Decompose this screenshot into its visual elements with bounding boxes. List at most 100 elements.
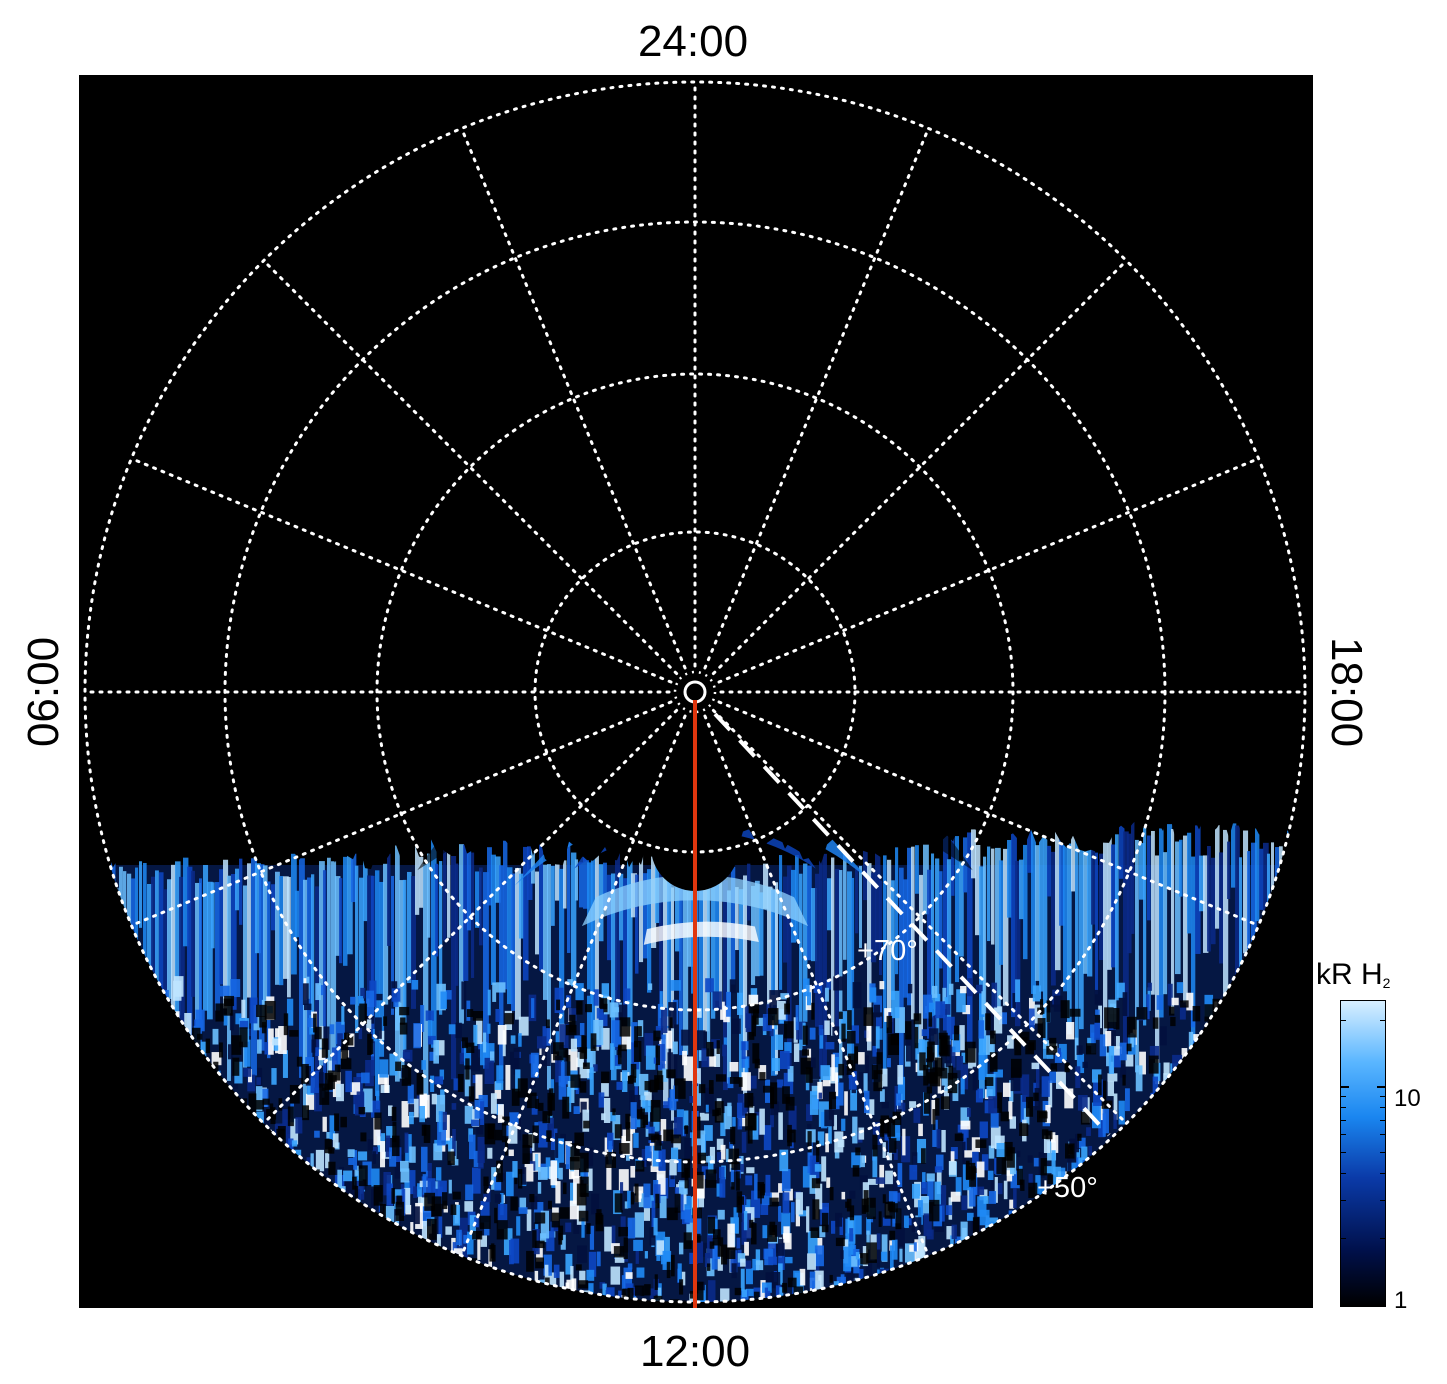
emission-speckle	[1002, 1082, 1011, 1097]
emission-speckle	[1271, 1188, 1282, 1200]
emission-gap	[496, 1220, 508, 1240]
emission-speckle	[785, 1256, 793, 1264]
emission-streak	[1107, 820, 1112, 970]
emission-gap	[802, 1049, 809, 1056]
emission-gap	[247, 1187, 254, 1202]
emission-speckle	[601, 1082, 609, 1097]
emission-streak	[807, 865, 812, 961]
emission-speckle	[85, 1300, 87, 1302]
emission-speckle	[1311, 1304, 1313, 1308]
emission-speckle	[325, 1278, 329, 1299]
emission-gap	[519, 1292, 530, 1302]
emission-speckle	[779, 1302, 789, 1308]
emission-speckle	[1192, 1141, 1202, 1157]
emission-gap	[231, 1299, 240, 1302]
emission-gap	[506, 1291, 516, 1302]
emission-speckle	[1233, 985, 1238, 994]
emission-speckle	[484, 1057, 494, 1085]
emission-speckle	[380, 1241, 389, 1255]
emission-speckle	[337, 1033, 343, 1047]
emission-gap	[535, 1240, 545, 1249]
emission-speckle	[1109, 1240, 1119, 1259]
emission-speckle	[1125, 1054, 1134, 1067]
emission-speckle	[1157, 1147, 1162, 1176]
emission-speckle	[229, 1097, 237, 1118]
emission-speckle	[1181, 1227, 1186, 1251]
emission-speckle	[941, 1271, 948, 1284]
emission-streak	[615, 847, 620, 1051]
emission-speckle	[121, 1217, 125, 1225]
emission-streak	[723, 880, 728, 1091]
emission-speckle	[373, 1285, 379, 1302]
emission-gap	[577, 1280, 589, 1289]
emission-gap	[1288, 1194, 1296, 1214]
emission-speckle	[849, 1228, 854, 1242]
emission-gap	[1049, 1037, 1057, 1049]
emission-gap	[948, 1065, 954, 1080]
emission-speckle	[718, 1166, 725, 1178]
emission-speckle	[85, 1234, 89, 1241]
emission-speckle	[266, 1228, 274, 1236]
emission-speckle	[755, 1260, 764, 1271]
emission-speckle	[433, 1143, 443, 1161]
emission-speckle	[411, 979, 419, 990]
emission-speckle	[1150, 1286, 1155, 1302]
emission-speckle	[156, 1246, 161, 1264]
emission-gap	[220, 1126, 230, 1135]
emission-speckle	[1191, 1220, 1196, 1236]
emission-speckle	[425, 1010, 434, 1021]
emission-speckle	[993, 1006, 1003, 1034]
emission-speckle	[87, 1267, 93, 1294]
emission-gap	[963, 1241, 968, 1254]
emission-speckle	[1186, 1192, 1192, 1214]
emission-speckle	[1159, 1219, 1168, 1234]
emission-speckle	[992, 1241, 1000, 1249]
emission-gap	[288, 1290, 295, 1302]
emission-gap	[748, 1004, 760, 1014]
emission-speckle	[1256, 1095, 1260, 1121]
emission-speckle	[1252, 1127, 1262, 1139]
emission-speckle	[1182, 1289, 1189, 1302]
emission-speckle	[586, 1168, 593, 1191]
emission-speckle	[760, 1203, 769, 1215]
emission-speckle	[272, 1196, 279, 1214]
emission-speckle	[278, 1026, 287, 1055]
emission-gap	[603, 1003, 608, 1013]
emission-gap	[138, 1041, 145, 1052]
emission-gap	[1212, 1059, 1217, 1071]
emission-speckle	[1147, 1230, 1154, 1249]
emission-speckle	[643, 1183, 651, 1209]
emission-speckle	[1194, 1298, 1198, 1302]
emission-gap	[334, 1064, 341, 1081]
emission-speckle	[428, 1274, 436, 1286]
emission-gap	[1126, 1043, 1132, 1052]
emission-speckle	[1159, 1026, 1167, 1046]
emission-speckle	[779, 1149, 789, 1172]
emission-gap	[1234, 998, 1240, 1015]
emission-speckle	[833, 1114, 837, 1130]
emission-speckle	[636, 1190, 642, 1199]
emission-streak	[487, 847, 492, 906]
emission-speckle	[1250, 1107, 1259, 1133]
emission-speckle	[104, 1047, 108, 1067]
emission-gap	[684, 1167, 689, 1189]
emission-gap	[635, 1160, 645, 1172]
emission-speckle	[820, 1065, 831, 1081]
emission-speckle	[1289, 1152, 1300, 1161]
emission-speckle	[140, 1044, 150, 1064]
emission-gap	[1207, 1192, 1216, 1206]
emission-speckle	[253, 1210, 259, 1229]
emission-speckle	[264, 1230, 273, 1243]
emission-speckle	[1195, 1266, 1203, 1293]
emission-streak	[375, 870, 380, 1097]
emission-speckle	[316, 1217, 324, 1241]
emission-gap	[133, 1164, 144, 1184]
emission-speckle	[868, 1290, 876, 1302]
emission-speckle	[1173, 1266, 1181, 1282]
emission-speckle	[941, 1289, 951, 1302]
emission-gap	[1040, 1158, 1047, 1176]
emission-streak	[759, 892, 764, 976]
emission-speckle	[894, 1119, 901, 1138]
emission-speckle	[803, 978, 810, 997]
emission-streak	[755, 880, 760, 977]
